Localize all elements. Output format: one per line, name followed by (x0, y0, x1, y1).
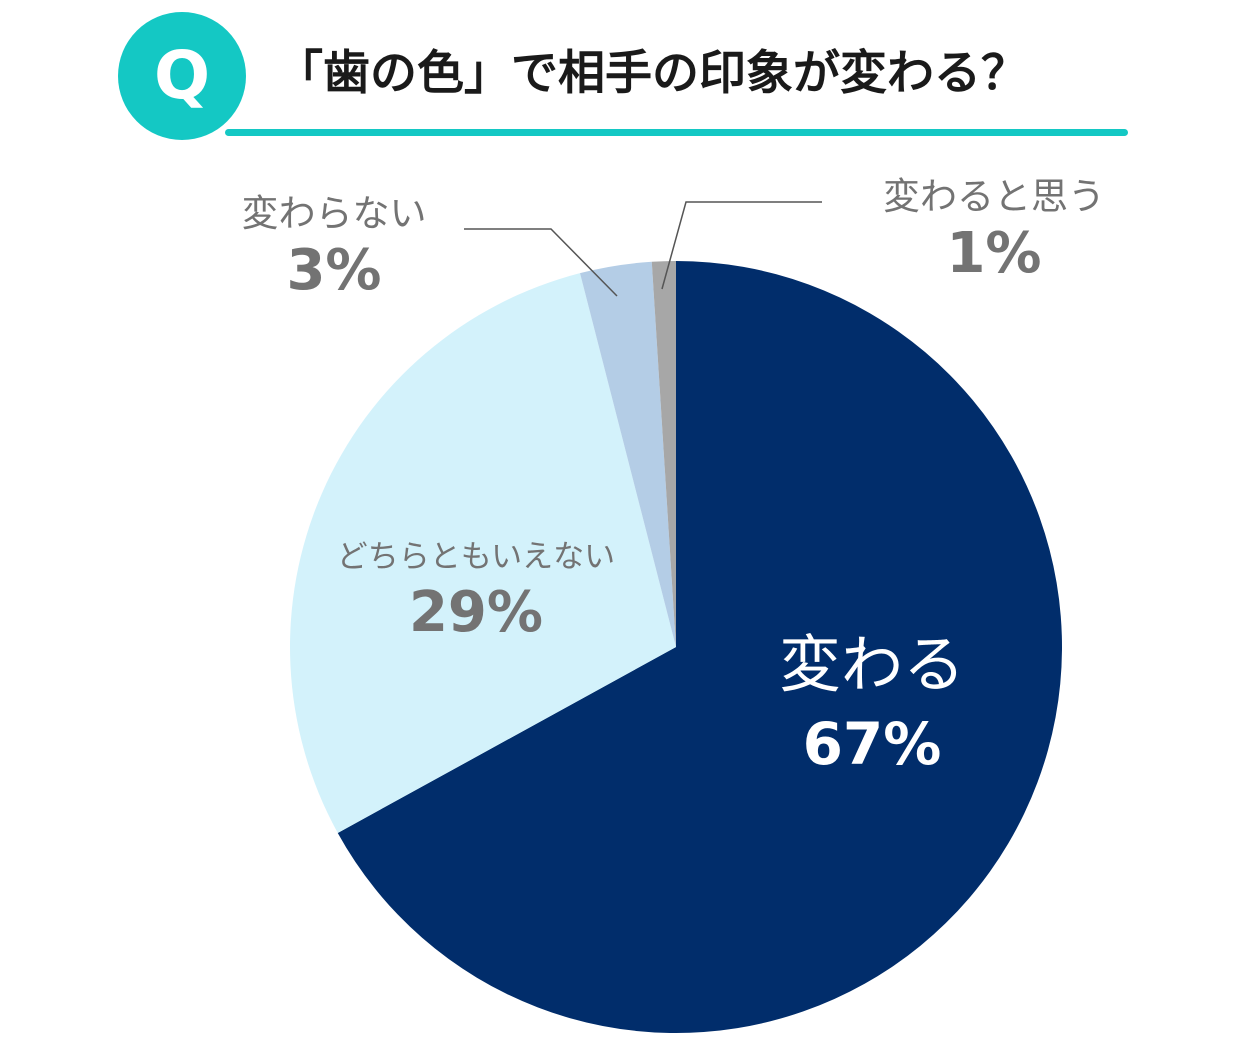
pie-slice-1 (290, 273, 676, 833)
slice-label-3: 変わると思う (883, 175, 1105, 218)
slice-value-0: 67% (803, 710, 942, 778)
slice-label-0: 変わる (779, 628, 965, 701)
pie-slice-2 (580, 261, 676, 647)
pie-slice-0 (337, 261, 1063, 1033)
question-badge: Q (118, 12, 246, 140)
leader-line-2 (464, 228, 618, 297)
leader-line-3 (661, 201, 822, 290)
slice-label-1: どちらともいえない (337, 539, 615, 575)
pie-slice-3 (651, 261, 676, 647)
title-underline (225, 129, 1128, 136)
slice-value-3: 1% (946, 221, 1041, 286)
chart-title: 「歯の色」で相手の印象が変わる？ (276, 46, 1028, 101)
slice-label-2: 変わらない (242, 192, 427, 235)
slice-value-1: 29% (409, 580, 543, 645)
slice-value-2: 3% (286, 238, 381, 303)
